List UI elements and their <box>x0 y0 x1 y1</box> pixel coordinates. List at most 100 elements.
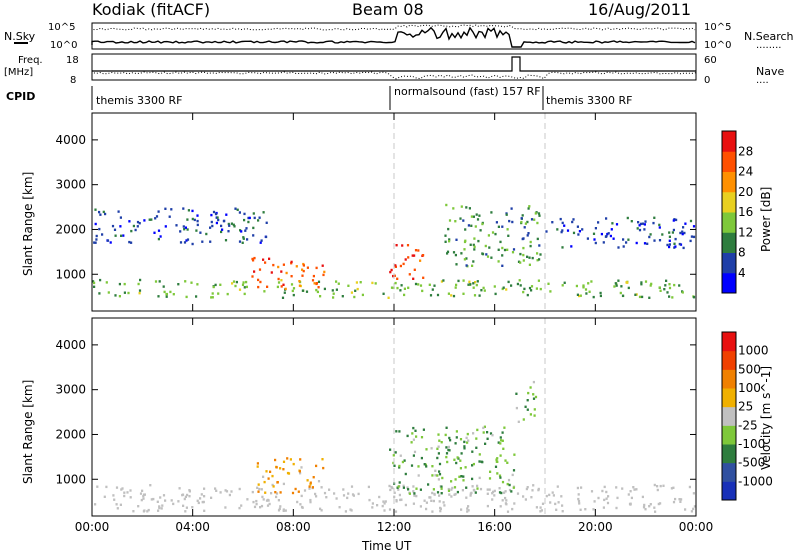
colorbar-tick-label: -1000 <box>738 474 773 488</box>
scatter-cell <box>347 492 350 495</box>
scatter-cell <box>252 500 255 504</box>
scatter-cell <box>643 242 647 245</box>
scatter-cell <box>332 296 335 299</box>
scatter-cell <box>482 431 485 434</box>
scatter-cell <box>389 488 392 492</box>
scatter-cell <box>209 240 212 243</box>
scatter-cell <box>521 214 524 217</box>
scatter-cell <box>247 216 250 220</box>
scatter-cell <box>291 289 294 293</box>
scatter-cell <box>529 386 532 389</box>
scatter-cell <box>578 294 581 298</box>
scatter-cell <box>282 482 285 486</box>
scatter-cell <box>453 493 456 496</box>
cpid-segment-1: themis 3300 RF <box>96 94 183 107</box>
scatter-cell <box>602 241 605 244</box>
scatter-cell <box>472 432 475 435</box>
scatter-cell <box>555 508 558 511</box>
scatter-cell <box>143 493 146 496</box>
scatter-cell <box>321 458 324 461</box>
scatter-cell <box>654 510 657 513</box>
scatter-cell <box>420 456 423 460</box>
scatter-cell <box>126 491 129 494</box>
scatter-cell <box>463 248 466 251</box>
scatter-cell <box>220 224 223 228</box>
scatter-cell <box>179 230 182 233</box>
scatter-cell <box>402 486 405 489</box>
scatter-cell <box>519 261 522 264</box>
scatter-cell <box>692 225 696 228</box>
scatter-cell <box>506 510 510 513</box>
velocity-ylabel: Slant Range [km] <box>21 380 35 484</box>
scatter-cell <box>271 474 274 478</box>
colorbar-frame <box>721 130 737 294</box>
power-colorbar-label: Power [dB] <box>759 187 773 252</box>
scatter-cell <box>382 500 385 503</box>
scatter-cell <box>532 380 535 384</box>
scatter-cell <box>599 294 602 298</box>
scatter-cell <box>511 473 514 477</box>
scatter-cell <box>488 246 491 249</box>
scatter-cell <box>335 497 338 500</box>
scatter-cell <box>188 495 191 498</box>
velocity-panel <box>91 317 697 517</box>
scatter-cell <box>460 252 463 255</box>
scatter-cell <box>357 492 360 496</box>
scatter-cell <box>469 243 472 246</box>
scatter-cell <box>361 293 364 297</box>
scatter-cell <box>437 452 440 455</box>
scatter-cell <box>451 486 454 490</box>
scatter-cell <box>520 217 523 220</box>
scatter-cell <box>536 252 539 255</box>
scatter-cell <box>478 294 481 297</box>
scatter-cell <box>478 460 481 463</box>
scatter-cell <box>566 229 570 232</box>
scatter-cell <box>247 220 250 224</box>
scatter-cell <box>262 498 265 501</box>
scatter-cell <box>210 220 213 224</box>
scatter-cell <box>539 510 542 513</box>
scatter-cell <box>399 454 402 457</box>
scatter-cell <box>196 499 199 502</box>
scatter-cell <box>455 263 458 266</box>
scatter-cell <box>98 292 101 295</box>
scatter-cell <box>306 479 309 482</box>
scatter-cell <box>530 289 533 292</box>
scatter-cell <box>615 506 618 510</box>
scatter-cell <box>270 492 273 495</box>
scatter-cell <box>302 262 305 266</box>
scatter-cell <box>258 487 261 491</box>
scatter-cell <box>123 282 126 286</box>
scatter-cell <box>359 281 362 284</box>
scatter-cell <box>521 237 524 241</box>
scatter-cell <box>510 207 513 210</box>
scatter-cell <box>501 254 504 257</box>
scatter-cell <box>256 465 259 468</box>
scatter-cell <box>638 228 642 232</box>
scatter-cell <box>119 216 122 219</box>
scatter-cell <box>643 228 646 231</box>
scatter-cell <box>317 480 321 483</box>
scatter-cell <box>311 486 314 489</box>
scatter-cell <box>453 458 456 461</box>
scatter-cell <box>459 438 463 441</box>
scatter-cell <box>419 284 423 287</box>
scatter-cell <box>462 475 465 478</box>
scatter-cell <box>534 395 538 399</box>
scatter-cell <box>94 222 97 226</box>
scatter-cell <box>415 494 418 498</box>
scatter-cell <box>260 504 264 508</box>
scatter-cell <box>184 280 187 283</box>
scatter-cell <box>183 497 186 501</box>
scatter-cell <box>165 295 168 298</box>
scatter-cell <box>187 209 190 212</box>
scatter-cell <box>460 508 463 511</box>
scatter-cell <box>392 461 395 465</box>
scatter-cell <box>297 490 300 493</box>
scatter-cell <box>429 496 432 499</box>
scatter-cell <box>121 487 124 490</box>
scatter-cell <box>410 464 414 467</box>
velocity-scatter <box>94 318 696 516</box>
scatter-cell <box>447 489 451 492</box>
scatter-cell <box>513 502 516 505</box>
